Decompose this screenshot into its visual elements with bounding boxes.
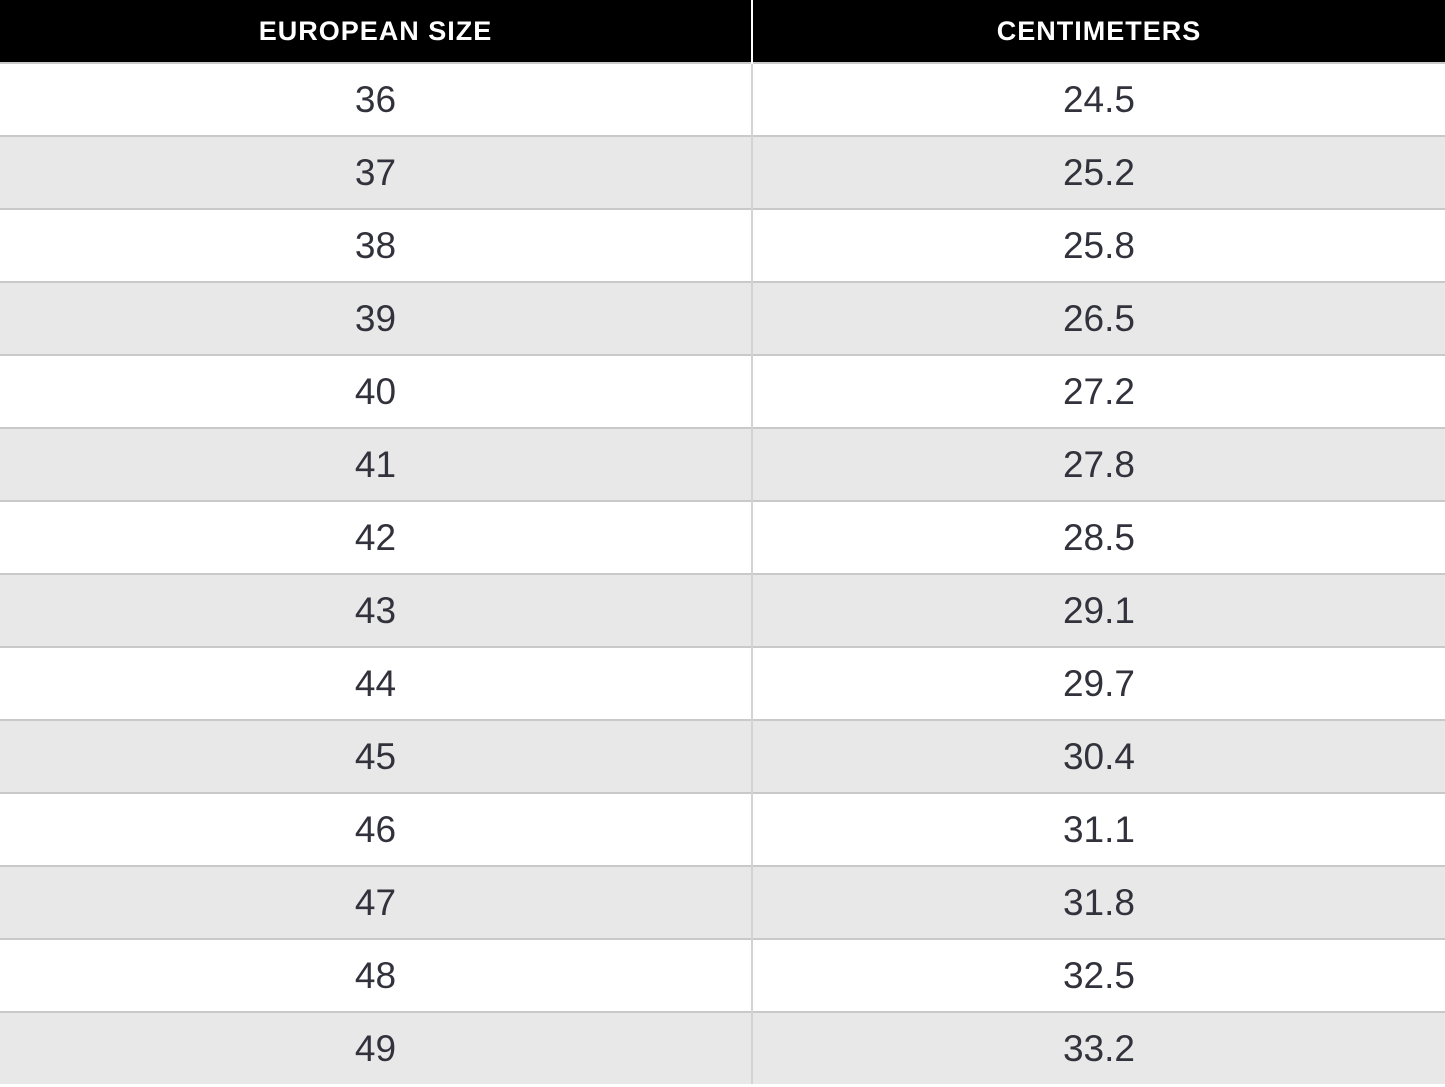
table-body: 36 24.5 37 25.2 38 25.8 39 26.5 40 27.2 …	[0, 62, 1445, 1084]
european-size-cell: 42	[0, 500, 752, 574]
table-row: 47 31.8	[0, 865, 1445, 939]
centimeters-cell: 24.5	[751, 62, 1445, 136]
table-row: 37 25.2	[0, 135, 1445, 209]
table-row: 46 31.1	[0, 792, 1445, 866]
centimeters-cell: 31.1	[751, 792, 1445, 866]
table-row: 36 24.5	[0, 62, 1445, 136]
european-size-cell: 37	[0, 135, 752, 209]
table-row: 39 26.5	[0, 281, 1445, 355]
table-row: 41 27.8	[0, 427, 1445, 501]
european-size-cell: 46	[0, 792, 752, 866]
centimeters-cell: 25.2	[751, 135, 1445, 209]
centimeters-cell: 27.2	[751, 354, 1445, 428]
table-row: 44 29.7	[0, 646, 1445, 720]
centimeters-cell: 30.4	[751, 719, 1445, 793]
european-size-cell: 39	[0, 281, 752, 355]
centimeters-cell: 29.1	[751, 573, 1445, 647]
european-size-cell: 36	[0, 62, 752, 136]
table-row: 45 30.4	[0, 719, 1445, 793]
centimeters-cell: 31.8	[751, 865, 1445, 939]
centimeters-cell: 28.5	[751, 500, 1445, 574]
table-row: 49 33.2	[0, 1011, 1445, 1084]
centimeters-cell: 32.5	[751, 938, 1445, 1012]
centimeters-cell: 25.8	[751, 208, 1445, 282]
header-row: EUROPEAN SIZE CENTIMETERS	[0, 0, 1445, 63]
european-size-cell: 38	[0, 208, 752, 282]
european-size-cell: 48	[0, 938, 752, 1012]
european-size-cell: 43	[0, 573, 752, 647]
centimeters-cell: 33.2	[751, 1011, 1445, 1084]
table-row: 38 25.8	[0, 208, 1445, 282]
european-size-cell: 44	[0, 646, 752, 720]
column-header-european-size: EUROPEAN SIZE	[0, 0, 752, 63]
table-row: 43 29.1	[0, 573, 1445, 647]
european-size-cell: 45	[0, 719, 752, 793]
table-row: 48 32.5	[0, 938, 1445, 1012]
column-header-centimeters: CENTIMETERS	[751, 0, 1445, 63]
european-size-cell: 49	[0, 1011, 752, 1084]
european-size-cell: 47	[0, 865, 752, 939]
european-size-cell: 41	[0, 427, 752, 501]
centimeters-cell: 29.7	[751, 646, 1445, 720]
centimeters-cell: 27.8	[751, 427, 1445, 501]
table-row: 42 28.5	[0, 500, 1445, 574]
european-size-cell: 40	[0, 354, 752, 428]
centimeters-cell: 26.5	[751, 281, 1445, 355]
table-row: 40 27.2	[0, 354, 1445, 428]
